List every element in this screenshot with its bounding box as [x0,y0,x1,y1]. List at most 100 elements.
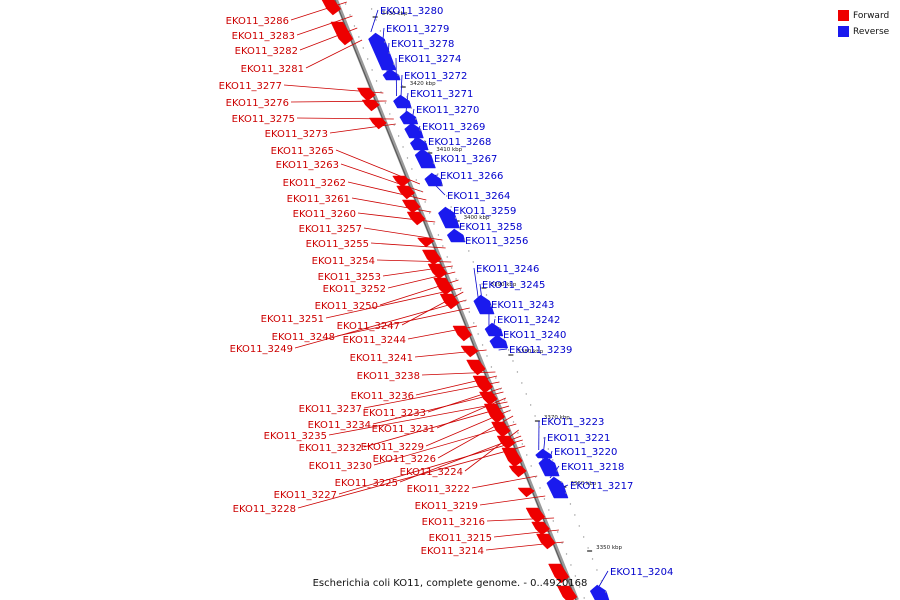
forward-leader-line [373,423,517,466]
axis-dot [406,96,408,98]
reverse-gene-label: EKO11_3279 [386,24,449,35]
reverse-leader-line [473,267,479,301]
reverse-gene-glyph [538,456,560,477]
axis-dot [560,481,563,483]
reverse-gene-label: EKO11_3240 [503,330,566,341]
forward-gene-glyph [483,403,506,424]
axis-dot [552,520,554,522]
forward-gene-label: EKO11_3277 [219,81,282,92]
forward-gene-label: EKO11_3216 [422,517,485,528]
forward-gene-label: EKO11_3249 [230,344,293,355]
forward-gene-label: EKO11_3282 [235,46,298,57]
axis-dot [543,437,545,439]
forward-gene-label: EKO11_3275 [232,114,295,125]
axis-dot [367,58,369,60]
axis-dot [539,487,541,489]
axis-dot [507,349,510,351]
axis-dot [464,300,466,302]
forward-leader-line [372,391,504,425]
forward-leader-line [297,445,526,509]
axis-dot [534,476,537,478]
axis-dot [499,388,501,390]
reverse-gene-label: EKO11_3278 [391,39,454,50]
axis-dot [512,360,514,362]
axis-dot [587,547,589,549]
axis-dot [477,333,479,335]
axis-dot [402,146,404,148]
forward-gene-label: EKO11_3261 [287,194,350,205]
forward-gene-glyph [422,249,442,266]
axis-dot [401,85,404,87]
axis-dot [578,525,580,527]
forward-leader-line [294,299,467,349]
forward-gene-label: EKO11_3236 [351,391,414,402]
axis-dot [529,404,532,406]
forward-gene-label: EKO11_3276 [226,98,289,109]
forward-leader-line [363,381,500,409]
forward-gene-label: EKO11_3247 [337,321,400,332]
axis-dot [591,558,594,560]
axis-dot [454,217,457,219]
axis-dot [472,261,474,263]
forward-gene-label: EKO11_3263 [276,160,339,171]
axis-dot [547,448,550,450]
reverse-gene-label: EKO11_3259 [453,206,516,217]
axis-dot [353,25,356,27]
axis-dot [543,498,546,500]
reverse-leader-line [498,348,508,351]
scale-tick-label: 3350 kbp [596,545,622,551]
forward-gene-label: EKO11_3225 [335,478,398,489]
axis-dot [411,168,413,170]
axis-dot [375,19,377,21]
forward-gene-label: EKO11_3229 [361,442,424,453]
reverse-swatch [838,26,849,37]
forward-gene-label: EKO11_3228 [233,504,296,515]
forward-gene-glyph [401,199,421,214]
axis-dot [526,454,528,456]
forward-leader-line [351,197,432,213]
reverse-gene-glyph [535,448,553,459]
forward-gene-label: EKO11_3219 [415,501,478,512]
axis-dot [459,228,461,230]
axis-dot [424,201,426,203]
reverse-gene-label: EKO11_3217 [570,481,633,492]
reverse-legend-label: Reverse [853,26,890,37]
reverse-gene-label: EKO11_3221 [547,433,610,444]
axis-dot [552,459,554,461]
forward-leader-line [493,529,559,538]
axis-dot [406,157,409,159]
axis-dot [503,399,506,401]
forward-gene-glyph [556,585,578,600]
scale-tick-label: 3380 kbp [517,349,543,355]
axis-dot [397,135,400,137]
axis-dot [476,272,479,274]
axis-dot [393,63,395,65]
forward-leader-line [336,307,470,337]
reverse-gene-label: EKO11_3280 [380,6,443,17]
forward-gene-label: EKO11_3248 [272,332,335,343]
axis-dot [371,69,373,71]
forward-gene-label: EKO11_3283 [232,31,295,42]
forward-leader-line [370,242,446,249]
axis-dot [494,316,497,318]
reverse-leader-line [370,9,379,33]
forward-gene-label: EKO11_3241 [350,353,413,364]
axis-dot [379,30,382,32]
scale-tick-label: 3410 kbp [436,147,462,153]
reverse-gene-label: EKO11_3269 [422,122,485,133]
forward-gene-glyph [517,487,535,498]
forward-gene-label: EKO11_3244 [343,335,406,346]
forward-gene-glyph [439,293,460,310]
axis-dot [455,278,457,280]
axis-dot [468,311,471,313]
reverse-gene-label: EKO11_3204 [610,567,673,578]
forward-leader-line [338,439,523,495]
forward-gene-label: EKO11_3234 [308,420,371,431]
forward-gene-glyph [472,375,493,394]
axis-dot [556,470,558,472]
axis-dot [473,322,475,324]
forward-gene-glyph [396,185,416,200]
forward-gene-glyph [491,421,511,438]
forward-gene-glyph [368,117,388,130]
axis-dot [450,206,452,208]
